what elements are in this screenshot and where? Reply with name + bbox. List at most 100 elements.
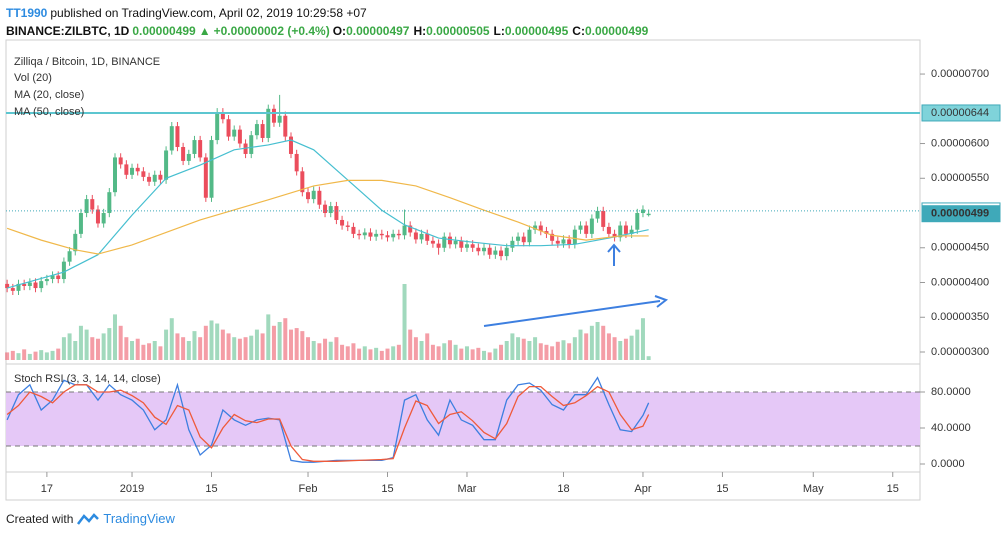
candle-body <box>249 135 254 154</box>
candle-body <box>95 209 100 224</box>
candle-body <box>618 225 623 238</box>
candle-body <box>430 240 435 244</box>
ohlc-key: O: <box>332 24 347 38</box>
candle-body <box>39 281 44 289</box>
candle-body <box>527 229 532 243</box>
candle-body <box>578 225 583 230</box>
candle-body <box>362 232 367 236</box>
candle-body <box>10 288 15 291</box>
volume-bar <box>436 346 441 360</box>
volume-bar <box>470 349 475 360</box>
y-tick-label: 0.00000600 <box>931 137 989 149</box>
y-tick-label: 0.00000550 <box>931 172 989 184</box>
volume-bar <box>84 329 89 360</box>
volume-bar <box>61 337 66 360</box>
volume-bar <box>499 344 504 360</box>
footer-text: Created with <box>6 511 74 526</box>
author[interactable]: TT1990 <box>6 6 48 20</box>
volume-bar <box>618 341 623 360</box>
up-arrow-head <box>607 243 621 253</box>
change: +0.00000002 (+0.4%) <box>213 24 330 38</box>
volume-bar <box>510 333 515 360</box>
candle-body <box>271 108 276 123</box>
arrow: ▲ <box>198 24 211 38</box>
candle-body <box>73 233 78 252</box>
volume-bar <box>646 356 651 360</box>
volume-bar <box>419 341 424 360</box>
volume-bar <box>374 347 379 360</box>
logo <box>77 512 100 525</box>
volume-bar <box>198 337 203 360</box>
volume-bar <box>345 346 350 360</box>
candle-body <box>357 233 362 236</box>
candle-body <box>601 210 606 227</box>
candle-body <box>56 275 61 280</box>
candle-body <box>345 225 350 227</box>
y-tick-label: 0.00000300 <box>931 346 989 358</box>
candle-body <box>90 199 95 210</box>
volume-bar <box>567 343 572 360</box>
x-tick-label: 15 <box>716 483 728 495</box>
candle-body <box>470 244 475 248</box>
volume-bar <box>67 333 72 360</box>
candle-body <box>306 192 311 200</box>
volume-bar <box>538 343 543 360</box>
candle-body <box>493 250 498 255</box>
candle-body <box>629 229 634 234</box>
volume-bar <box>33 351 38 360</box>
candle-body <box>84 199 89 214</box>
volume-bar <box>141 344 146 360</box>
volume-bar <box>323 338 328 360</box>
y-tick-label: 0.00000450 <box>931 242 989 254</box>
volume-bar <box>357 348 362 360</box>
volume-bar <box>192 331 197 360</box>
x-tick-label: Apr <box>634 483 651 495</box>
candle-body <box>175 126 180 148</box>
volume-bar <box>442 343 447 360</box>
volume-bar <box>203 325 208 360</box>
volume-bar <box>516 337 521 360</box>
legend-entry: MA (50, close) <box>14 106 84 118</box>
volume-bar <box>572 337 577 360</box>
volume-bar <box>232 337 237 360</box>
volume-bar <box>294 328 299 360</box>
volume-bar <box>5 352 10 360</box>
candle-body <box>112 157 117 193</box>
candle-body <box>300 171 305 193</box>
volume-bar <box>215 323 220 360</box>
candle-body <box>623 225 628 234</box>
candle-body <box>158 174 163 180</box>
volume-bar <box>544 344 549 360</box>
volume-bar <box>27 353 32 360</box>
ohlc: O:0.00000497 H:0.00000505 L:0.00000495 C:0.… <box>333 24 653 38</box>
volume-bar <box>135 338 140 360</box>
candle-body <box>572 229 577 245</box>
price-label: 0.00000499 <box>931 208 989 220</box>
ohlc-value: 0.00000499 <box>584 24 649 38</box>
volume-bar <box>237 338 242 360</box>
candle-body <box>606 226 611 234</box>
volume-bar <box>351 343 356 360</box>
candle-body <box>476 247 481 252</box>
candle-body <box>311 190 316 200</box>
volume-bar <box>578 329 583 360</box>
volume-bar <box>368 349 373 360</box>
brand[interactable]: TradingView <box>103 511 175 526</box>
candle-body <box>538 225 543 232</box>
volume-bar <box>584 333 589 360</box>
volume-bar <box>107 328 112 360</box>
volume-bar <box>10 350 15 360</box>
candle-body <box>453 240 458 245</box>
x-tick-label: 17 <box>41 483 53 495</box>
volume-bar <box>277 322 282 360</box>
volume-bar <box>181 337 186 360</box>
volume-bar <box>95 338 100 360</box>
candle-body <box>442 236 447 248</box>
volume-bar <box>635 329 640 360</box>
candle-body <box>203 157 208 198</box>
candle-body <box>499 250 504 257</box>
candle-body <box>141 171 146 177</box>
chart-title: Zilliqa / Bitcoin, 1D, BINANCE <box>14 56 160 68</box>
x-tick-label: 15 <box>887 483 899 495</box>
volume-bar <box>362 346 367 360</box>
